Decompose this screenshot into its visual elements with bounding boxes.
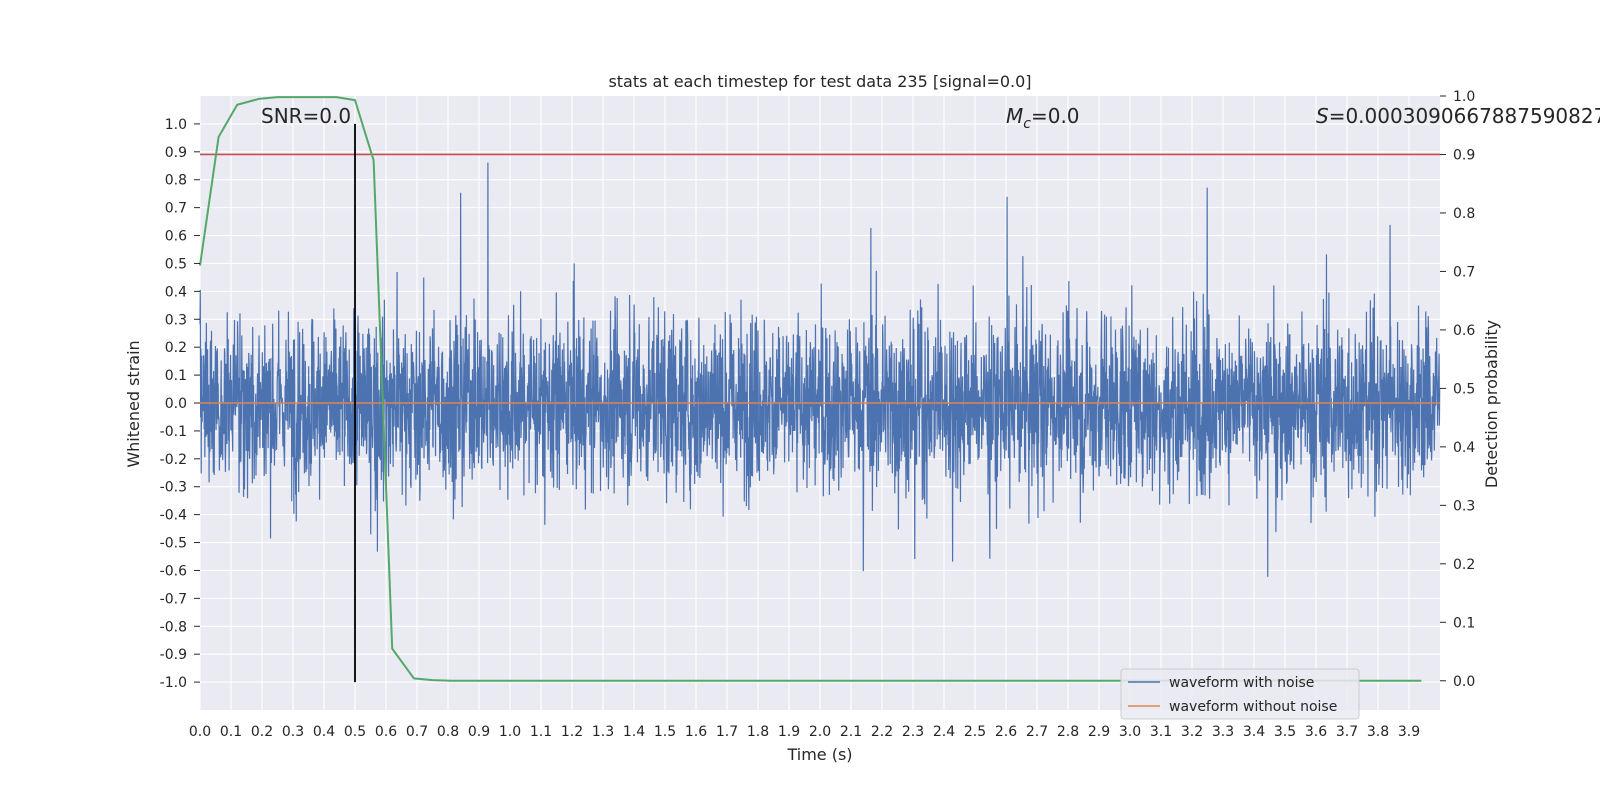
- right-tick-label: 0.1: [1453, 615, 1475, 631]
- foreground-series: [199, 96, 1440, 683]
- y-tick-label: 0.3: [165, 312, 187, 328]
- waveform-with-noise-line: [199, 162, 1441, 577]
- x-tick-label: 1.2: [561, 724, 583, 740]
- x-tick-label: 3.7: [1336, 724, 1358, 740]
- s-annotation: S=0.0003090667887590827: [1316, 104, 1600, 128]
- y-tick-label: -0.3: [160, 480, 187, 496]
- x-tick-label: 3.9: [1398, 724, 1420, 740]
- chirp-mass-value: =0.0: [1031, 104, 1080, 128]
- x-tick-label: 1.5: [654, 724, 676, 740]
- x-tick-label: 1.8: [747, 724, 769, 740]
- y-tick-label: -0.1: [160, 424, 187, 440]
- x-tick-label: 2.7: [1026, 724, 1048, 740]
- right-tick-label: 0.0: [1453, 674, 1475, 690]
- x-tick-label: 0.1: [220, 724, 242, 740]
- right-tick-label: 0.5: [1453, 381, 1475, 397]
- y-tick-label: -0.4: [160, 508, 187, 524]
- legend: waveform with noise waveform without noi…: [1120, 668, 1360, 720]
- detection-probability-line: [199, 96, 1422, 682]
- y-tick-label: -0.5: [160, 536, 187, 552]
- x-tick-label: 2.3: [902, 724, 924, 740]
- y-tick-label: 0.8: [165, 173, 187, 189]
- y-tick-label: 0.9: [165, 145, 187, 161]
- series-waveform-with-noise: [199, 162, 1441, 577]
- x-tick-label: 0.3: [282, 724, 304, 740]
- x-tick-label: 2.6: [995, 724, 1017, 740]
- y-tick-label: -0.2: [160, 452, 187, 468]
- x-tick-label: 1.1: [530, 724, 552, 740]
- x-tick-label: 2.4: [933, 724, 955, 740]
- legend-box: [1120, 668, 1360, 720]
- s-value: =0.0003090667887590827: [1329, 104, 1600, 128]
- right-tick-label: 0.4: [1453, 440, 1475, 456]
- x-tick-label: 2.2: [871, 724, 893, 740]
- right-tick-label: 0.2: [1453, 557, 1475, 573]
- x-tick-label: 3.0: [1119, 724, 1141, 740]
- x-tick-label: 1.7: [716, 724, 738, 740]
- x-tick-label: 2.1: [840, 724, 862, 740]
- x-tick-label: 1.9: [778, 724, 800, 740]
- x-tick-label: 0.8: [437, 724, 459, 740]
- right-tick-label: 0.9: [1453, 147, 1475, 163]
- x-tick-label: 3.8: [1367, 724, 1389, 740]
- x-tick-label: 0.9: [468, 724, 490, 740]
- y-tick-label: -0.8: [160, 619, 187, 635]
- y-tick-label: -1.0: [160, 675, 187, 691]
- x-tick-label: 1.0: [499, 724, 521, 740]
- right-tick-label: 1.0: [1453, 89, 1475, 105]
- x-tick-label: 0.0: [189, 724, 211, 740]
- x-tick-label: 0.6: [375, 724, 397, 740]
- x-axis-title: Time (s): [786, 745, 852, 764]
- snr-annotation: SNR=0.0: [261, 104, 351, 128]
- x-tick-label: 3.1: [1150, 724, 1172, 740]
- y-tick-label: 0.1: [165, 368, 187, 384]
- chart-title: stats at each timestep for test data 235…: [608, 72, 1031, 91]
- y-tick-label: -0.6: [160, 563, 187, 579]
- x-tick-label: 3.5: [1274, 724, 1296, 740]
- x-tick-label: 0.5: [344, 724, 366, 740]
- x-tick-label: 1.4: [623, 724, 645, 740]
- x-tick-label: 3.2: [1181, 724, 1203, 740]
- y-axis-title-left: Whitened strain: [124, 340, 143, 467]
- x-tick-label: 2.0: [809, 724, 831, 740]
- legend-label-waveform-with-noise: waveform with noise: [1169, 675, 1314, 691]
- x-tick-label: 0.7: [406, 724, 428, 740]
- x-tick-label: 2.5: [964, 724, 986, 740]
- y-tick-label: 0.2: [165, 340, 187, 356]
- chirp-mass-symbol: M: [1006, 104, 1023, 128]
- y-tick-label: -0.9: [160, 647, 187, 663]
- chirp-mass-annotation: Mc=0.0: [1006, 104, 1080, 132]
- x-tick-label: 2.8: [1057, 724, 1079, 740]
- y-tick-label: 0.5: [165, 256, 187, 272]
- right-tick-label: 0.3: [1453, 498, 1475, 514]
- x-tick-label: 3.4: [1243, 724, 1265, 740]
- right-tick-label: 0.8: [1453, 206, 1475, 222]
- y-tick-label: 1.0: [165, 117, 187, 133]
- x-tick-label: 1.3: [592, 724, 614, 740]
- x-tick-label: 0.2: [251, 724, 273, 740]
- x-tick-label: 1.6: [685, 724, 707, 740]
- legend-label-waveform-without-noise: waveform without noise: [1169, 699, 1337, 715]
- y-axis-title-right: Detection probability: [1482, 320, 1501, 488]
- x-tick-label: 0.4: [313, 724, 335, 740]
- s-symbol: S: [1316, 104, 1329, 128]
- right-tick-label: 0.6: [1453, 323, 1475, 339]
- y-tick-label: 0.0: [165, 396, 187, 412]
- x-tick-label: 2.9: [1088, 724, 1110, 740]
- axis-ticks: 0.0 0.1 0.2 0.3 0.4 0.5 0.6 0.7 0.8 0.9 1.0 1.1 1.2 1…: [160, 89, 1476, 740]
- y-tick-label: 0.4: [165, 284, 187, 300]
- y-tick-label: 0.7: [165, 201, 187, 217]
- x-tick-label: 3.3: [1212, 724, 1234, 740]
- y-tick-label: 0.6: [165, 229, 187, 245]
- chirp-mass-subscript: c: [1023, 116, 1031, 132]
- right-tick-label: 0.7: [1453, 264, 1475, 280]
- x-tick-label: 3.6: [1305, 724, 1327, 740]
- y-tick-label: -0.7: [160, 591, 187, 607]
